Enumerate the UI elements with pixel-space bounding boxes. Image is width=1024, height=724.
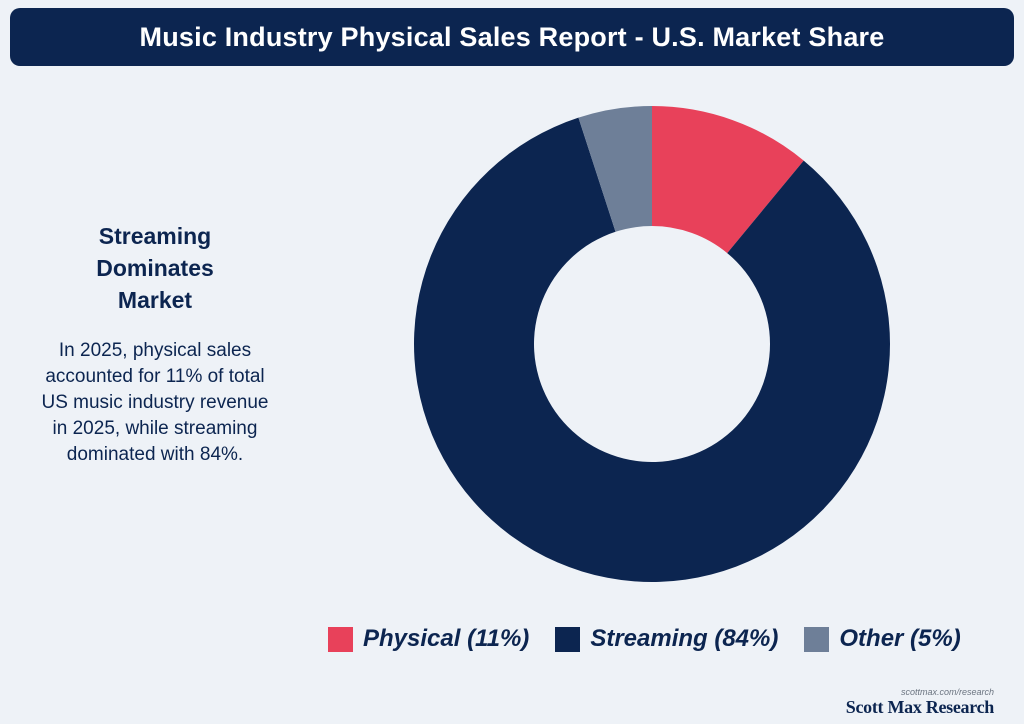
donut-slice-physical [652,106,804,254]
legend-label-other: Other (5%) [839,625,961,652]
donut-slice-other [578,106,652,232]
legend-swatch-other [804,626,830,652]
title-bar: Music Industry Physical Sales Report - U… [10,8,1014,66]
summary-panel: Streaming Dominates Market In 2025, phys… [40,220,270,468]
summary-text: In 2025, physical sales accounted for 11… [41,340,269,465]
legend-swatch-streaming [555,626,581,652]
brand-url: scottmax.com/research [900,687,994,697]
summary-heading: Streaming Dominates Market [96,223,214,313]
brand: scottmax.com/research Scott Max Research [845,687,995,718]
chart-legend: Physical (11%) Streaming (84%) Other (5%… [328,624,987,654]
brand-name: Scott Max Research [845,697,995,717]
page-title: Music Industry Physical Sales Report - U… [139,21,885,52]
donut-slice-streaming [414,117,890,582]
legend-swatch-physical [328,626,353,652]
legend-label-physical: Physical (11%) [363,625,530,652]
donut-chart [414,106,890,582]
legend-item-streaming: Streaming (84%) [555,625,778,653]
legend-item-physical: Physical (11%) [328,625,529,653]
legend-label-streaming: Streaming (84%) [590,625,779,652]
legend-item-other: Other (5%) [804,625,961,653]
